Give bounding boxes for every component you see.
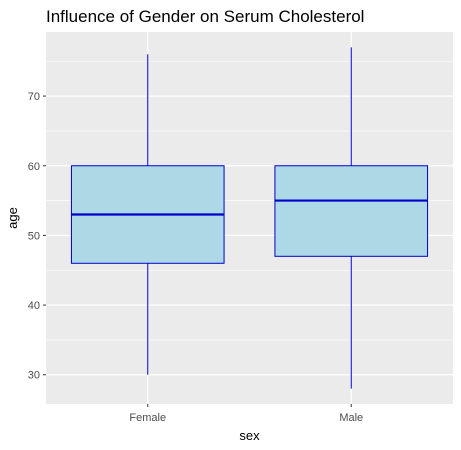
y-axis: 30 40 50 60 70: [28, 91, 46, 382]
box-male: [274, 47, 429, 389]
y-axis-title: age: [5, 207, 20, 229]
x-axis-title: sex: [239, 428, 260, 443]
box-rect: [274, 165, 429, 257]
x-tick-label: Female: [129, 412, 166, 424]
box-female: [70, 54, 225, 375]
chart-title: Influence of Gender on Serum Cholesterol: [46, 7, 364, 26]
x-axis: Female Male: [129, 404, 363, 424]
y-tick-label: 40: [28, 300, 40, 312]
y-tick-label: 60: [28, 161, 40, 173]
y-tick-label: 50: [28, 230, 40, 242]
y-tick-label: 70: [28, 91, 40, 103]
boxes: [70, 47, 429, 389]
x-tick-label: Male: [339, 412, 363, 424]
y-tick-label: 30: [28, 370, 40, 382]
